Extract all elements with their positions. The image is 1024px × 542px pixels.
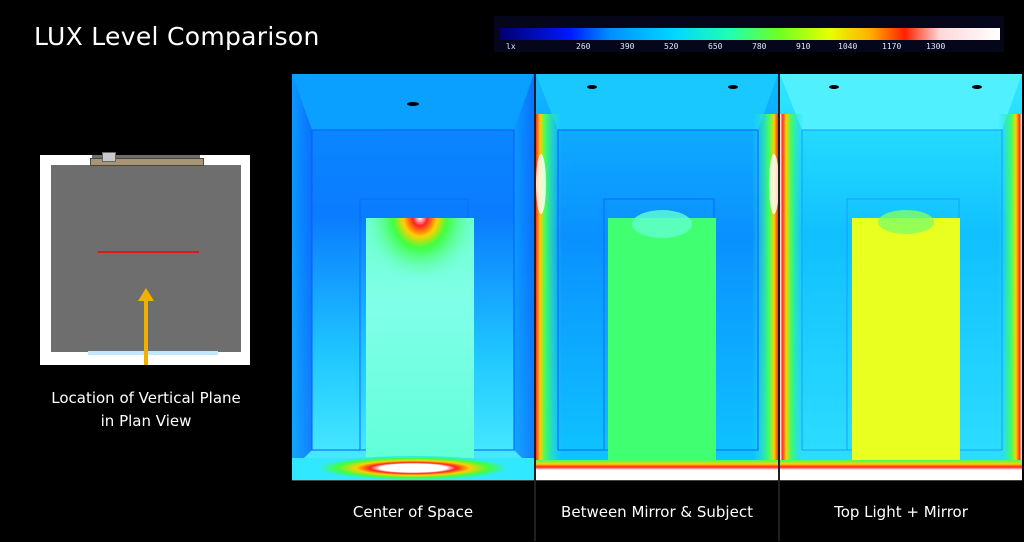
render-panel-between: Between Mirror & Subject bbox=[536, 74, 778, 541]
panel-label-toplight: Top Light + Mirror bbox=[780, 480, 1022, 542]
legend-tick: 390 bbox=[620, 42, 635, 51]
arrow-up-icon bbox=[138, 288, 154, 301]
legend-tick: 780 bbox=[752, 42, 767, 51]
legend-tick: 650 bbox=[708, 42, 723, 51]
plan-hinge-icon bbox=[102, 152, 116, 162]
arrow-shaft bbox=[144, 300, 148, 365]
plan-caption: Location of Vertical Plane in Plan View bbox=[20, 387, 272, 433]
panel-label-center: Center of Space bbox=[292, 480, 534, 542]
vertical-plane-line bbox=[98, 251, 199, 253]
legend-tick: 1040 bbox=[838, 42, 858, 51]
panel-label-between: Between Mirror & Subject bbox=[536, 480, 778, 542]
lux-render-toplight bbox=[780, 74, 1022, 480]
legend-tick: 260 bbox=[576, 42, 591, 51]
lux-gradient-bar bbox=[500, 28, 1000, 40]
lux-color-legend: lx 260 390 520 650 780 910 1040 1170 130… bbox=[494, 16, 1004, 52]
page-title: LUX Level Comparison bbox=[34, 22, 320, 51]
render-panel-center: Center of Space bbox=[292, 74, 534, 541]
plan-door-icon bbox=[90, 158, 204, 166]
lux-render-center bbox=[292, 74, 534, 480]
panel-divider bbox=[778, 74, 780, 541]
legend-tick: 1170 bbox=[882, 42, 902, 51]
legend-tick: 520 bbox=[664, 42, 679, 51]
plan-mirror bbox=[88, 351, 218, 355]
plan-caption-line1: Location of Vertical Plane bbox=[51, 389, 241, 407]
plan-caption-line2: in Plan View bbox=[100, 412, 192, 430]
panel-divider bbox=[534, 74, 536, 541]
plan-view-diagram bbox=[40, 152, 250, 365]
render-panel-toplight: Top Light + Mirror bbox=[780, 74, 1022, 541]
lux-render-between bbox=[536, 74, 778, 480]
legend-tick: 1300 bbox=[926, 42, 946, 51]
legend-unit: lx bbox=[506, 42, 516, 51]
legend-tick: 910 bbox=[796, 42, 811, 51]
